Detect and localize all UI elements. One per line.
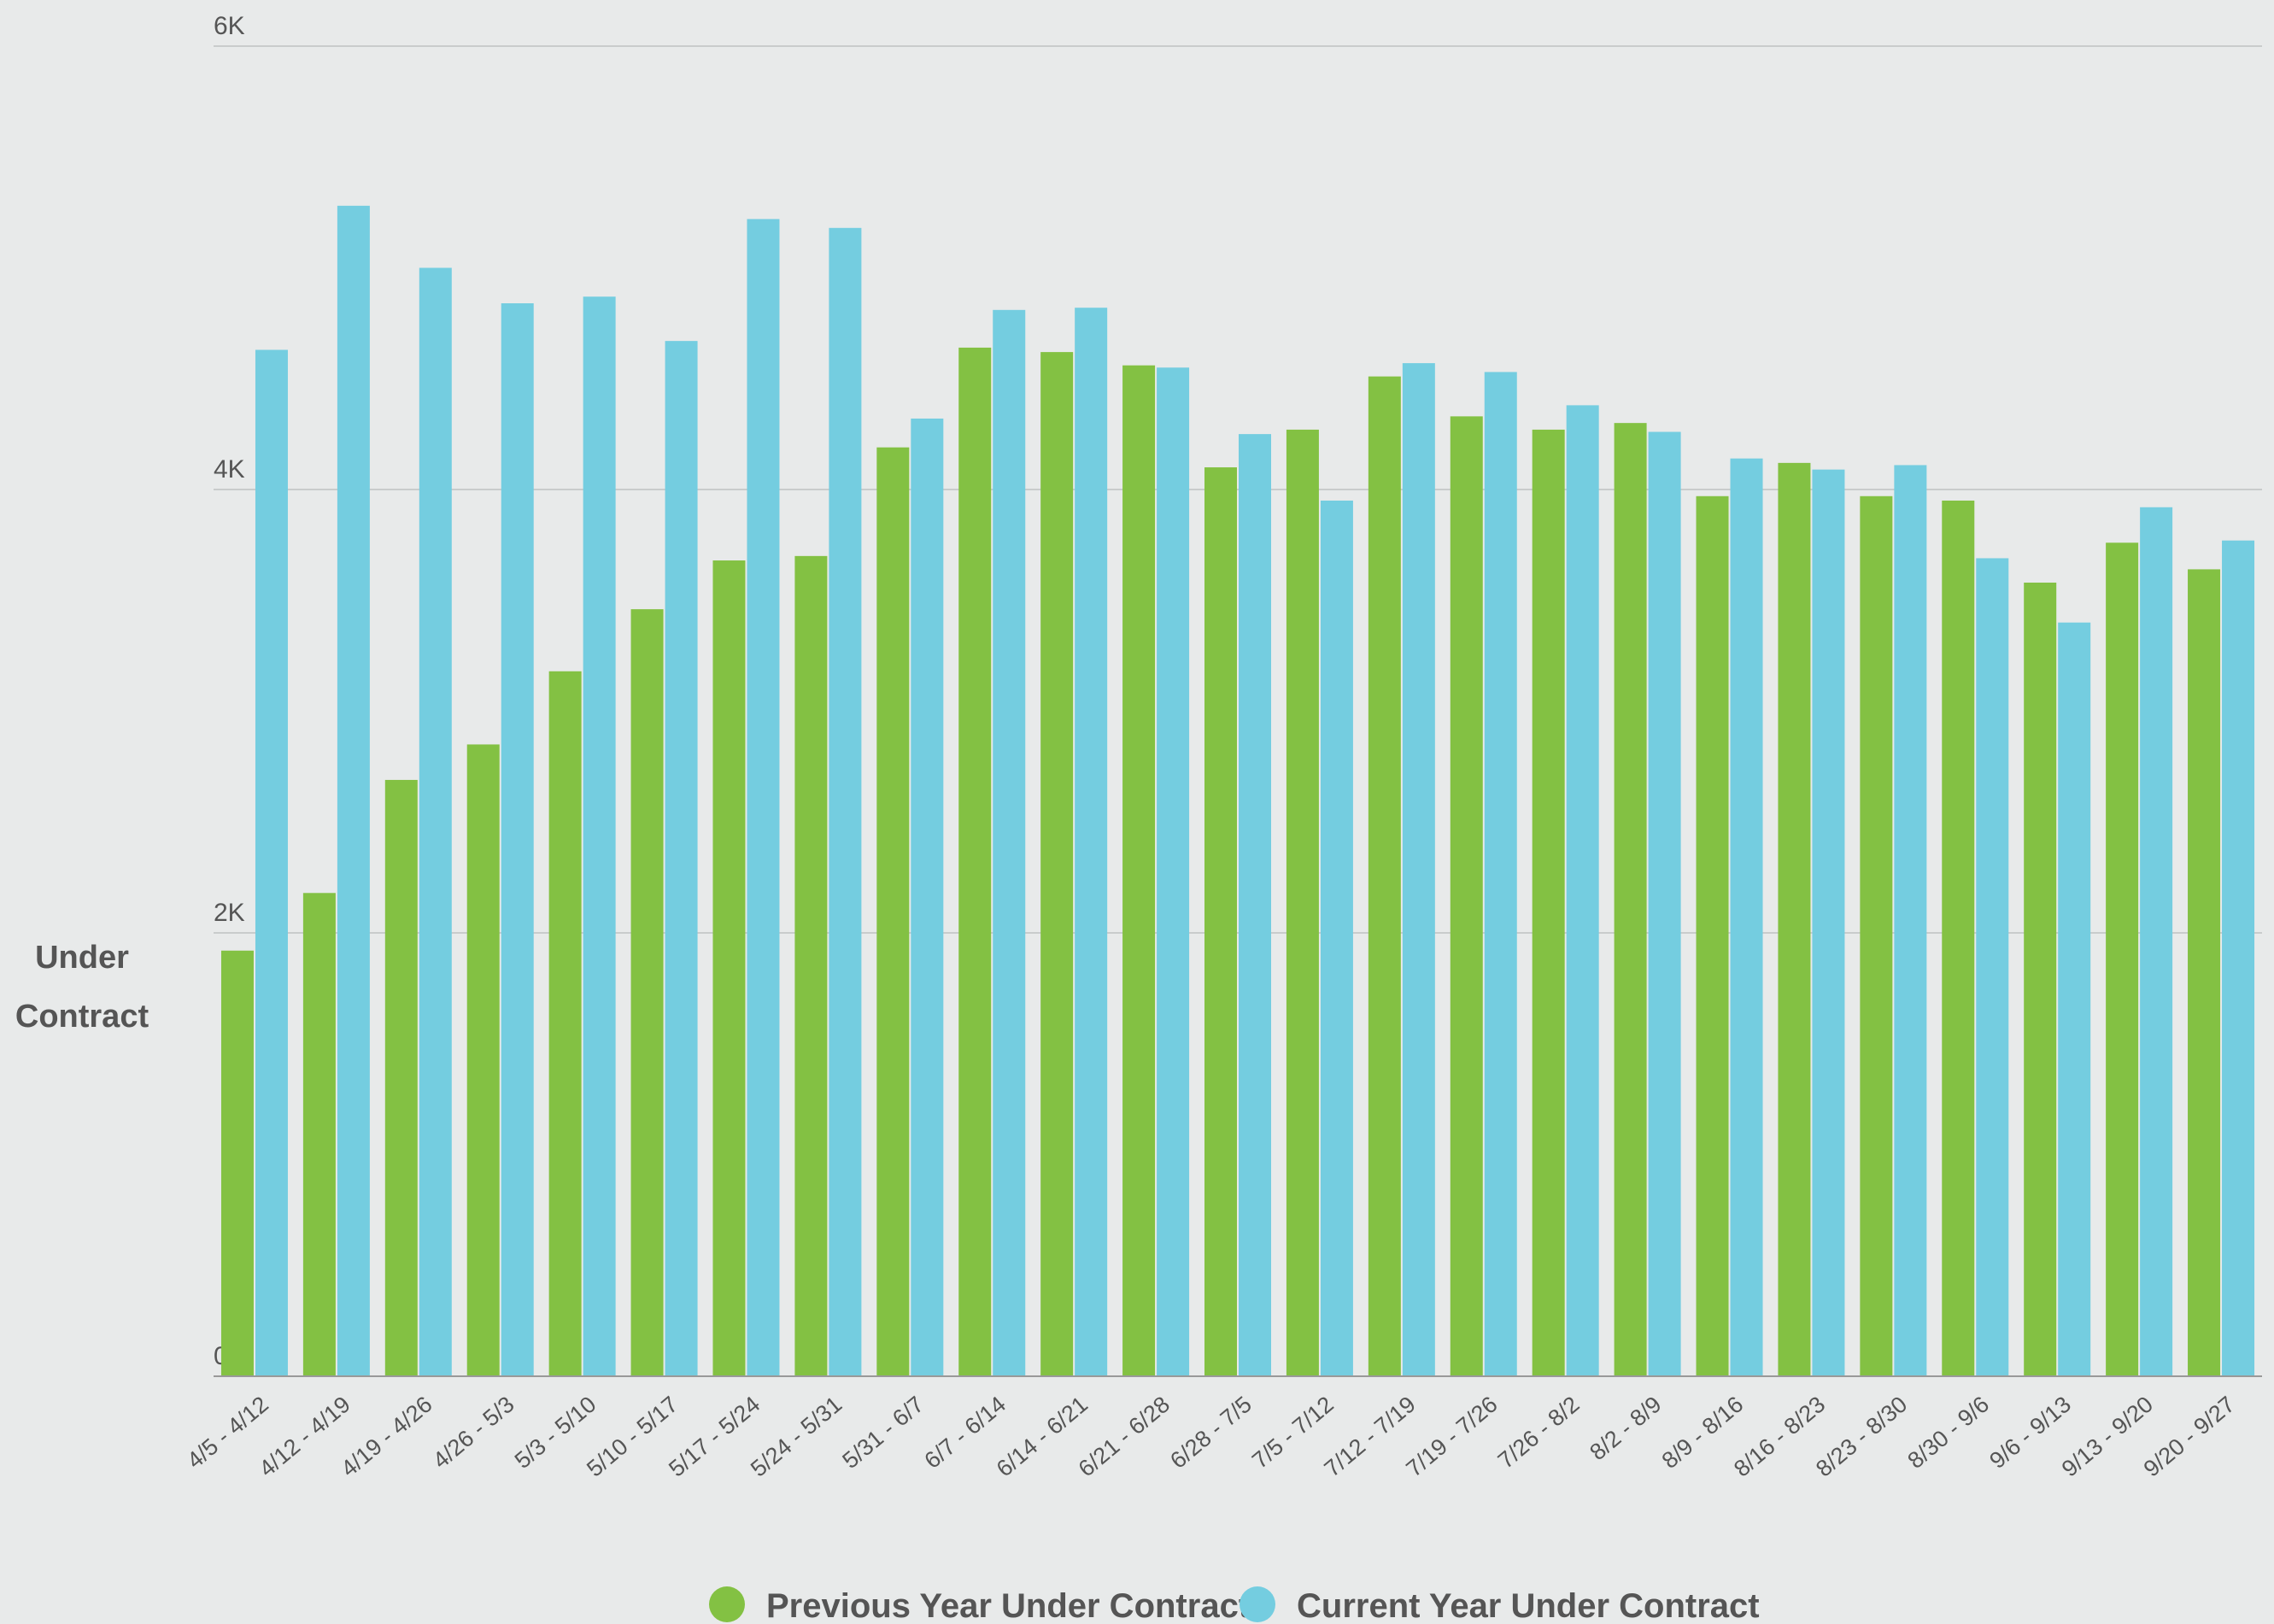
x-tick-label: 7/12 - 7/19 (1320, 1392, 1421, 1482)
x-tick-label: 8/23 - 8/30 (1811, 1392, 1912, 1482)
bar-current-year (911, 418, 944, 1377)
x-tick-label: 7/19 - 7/26 (1401, 1392, 1502, 1482)
y-tick-label: 4K (214, 455, 245, 484)
bar-current-year (255, 349, 288, 1376)
y-axis-label-line1: Under (35, 940, 129, 976)
bar-current-year (993, 309, 1026, 1377)
bar-previous-year (302, 893, 336, 1376)
bar-previous-year (630, 609, 664, 1376)
bar-current-year (1402, 363, 1435, 1377)
bar-current-year (337, 205, 370, 1377)
bar-current-year (1894, 465, 1927, 1376)
bar-previous-year (1204, 467, 1237, 1376)
bar-previous-year (1122, 365, 1156, 1377)
x-tick-label: 6/28 - 7/5 (1165, 1392, 1257, 1474)
x-tick-label: 9/20 - 9/27 (2139, 1392, 2240, 1482)
bar-previous-year (1368, 376, 1401, 1376)
bar-current-year (1812, 469, 1845, 1376)
bar-previous-year (2024, 582, 2057, 1376)
y-tick-label: 2K (214, 899, 245, 927)
bar-current-year (1239, 434, 1271, 1376)
bar-previous-year (548, 671, 582, 1376)
bar-current-year (1566, 405, 1599, 1376)
bar-previous-year (1614, 423, 1647, 1376)
bar-previous-year (958, 347, 992, 1376)
bar-previous-year (1286, 429, 1319, 1376)
bar-previous-year (220, 950, 254, 1376)
x-tick-label: 6/21 - 6/28 (1074, 1392, 1175, 1482)
bar-previous-year (1860, 495, 1893, 1377)
bar-current-year (1648, 431, 1681, 1376)
x-tick-label: 6/14 - 6/21 (992, 1392, 1093, 1482)
legend-swatch-previous-year (709, 1586, 745, 1622)
bars (220, 205, 2255, 1377)
x-tick-label: 9/13 - 9/20 (2057, 1392, 2158, 1482)
bar-previous-year (794, 555, 828, 1376)
legend-label-previous-year: Previous Year Under Contract (766, 1587, 1250, 1624)
bar-current-year (1484, 372, 1517, 1377)
x-tick-label: 8/30 - 9/6 (1902, 1392, 1994, 1474)
x-tick-label: 5/17 - 5/24 (664, 1392, 765, 1482)
bar-previous-year (2188, 569, 2221, 1376)
bar-current-year (1730, 458, 1763, 1377)
bar-current-year (1976, 558, 2009, 1376)
bar-previous-year (2106, 542, 2139, 1376)
bar-previous-year (1696, 495, 1729, 1377)
bar-current-year (1320, 500, 1353, 1376)
bar-previous-year (1450, 416, 1483, 1376)
bar-previous-year (1532, 429, 1565, 1376)
bar-current-year (501, 303, 534, 1376)
bar-current-year (829, 227, 862, 1376)
bar-current-year (2222, 540, 2255, 1376)
legend: Previous Year Under Contract Current Year… (709, 1586, 1760, 1624)
bar-previous-year (712, 560, 746, 1376)
bar-current-year (747, 219, 780, 1376)
x-tick-label: 8/16 - 8/23 (1729, 1392, 1830, 1482)
x-tick-label: 5/31 - 6/7 (838, 1392, 929, 1474)
legend-swatch-current-year (1240, 1586, 1275, 1622)
x-tick-label: 4/12 - 4/19 (255, 1392, 355, 1482)
legend-label-current-year: Current Year Under Contract (1297, 1587, 1760, 1624)
x-tick-label: 4/19 - 4/26 (336, 1392, 437, 1482)
bar-current-year (2058, 622, 2091, 1376)
bar-current-year (2140, 507, 2173, 1376)
bar-current-year (419, 267, 452, 1376)
bar-previous-year (384, 779, 418, 1376)
bar-previous-year (1778, 462, 1811, 1376)
y-tick-label: 6K (214, 12, 245, 40)
bar-previous-year (876, 447, 910, 1376)
x-tick-label: 5/24 - 5/31 (746, 1392, 847, 1482)
bar-current-year (665, 341, 698, 1376)
x-tick-label: 4/26 - 5/3 (428, 1392, 519, 1474)
bar-previous-year (1040, 352, 1074, 1376)
bar-previous-year (466, 744, 500, 1376)
x-tick-label: 7/26 - 8/2 (1493, 1392, 1585, 1474)
y-axis-label-line2: Contract (15, 999, 149, 1035)
bar-previous-year (1942, 500, 1975, 1376)
bar-current-year (1075, 308, 1108, 1377)
x-axis-ticks: 4/5 - 4/124/12 - 4/194/19 - 4/264/26 - 5… (182, 1392, 2240, 1482)
x-tick-label: 8/2 - 8/9 (1585, 1392, 1666, 1466)
x-tick-label: 5/10 - 5/17 (582, 1392, 683, 1482)
bar-current-year (583, 296, 616, 1376)
bar-current-year (1157, 367, 1190, 1376)
